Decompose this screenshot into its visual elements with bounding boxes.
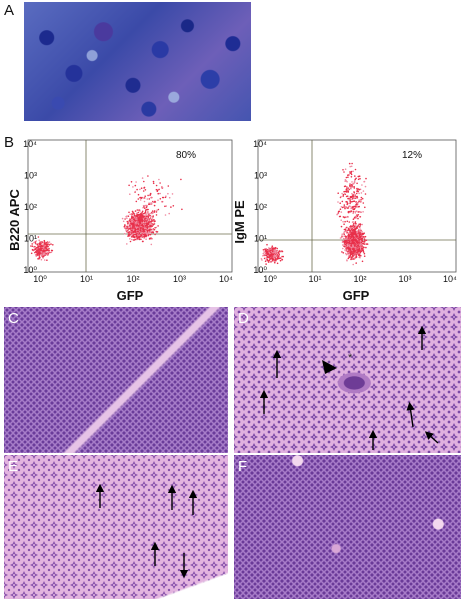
left-x-tick-label: 10² xyxy=(126,274,139,284)
left-y-tick-label: 10⁰ xyxy=(23,265,37,275)
panel-e-histology-image xyxy=(4,455,228,599)
panel-label-e: E xyxy=(8,458,19,475)
panel-b-right-dot-plot: IgM PE 10⁰ 10¹ 10² 10³ 10⁴ 10⁰ 10¹ 10² 10³ 10⁴ 1… xyxy=(232,139,457,303)
left-y-tick-label: 10³ xyxy=(24,171,37,181)
left-dot-cloud xyxy=(30,175,183,261)
left-y-tick-label: 10¹ xyxy=(24,234,37,244)
panel-f-histology-image xyxy=(234,455,461,599)
left-x-tick-label: 10⁴ xyxy=(219,274,233,284)
right-y-tick-label: 10⁰ xyxy=(253,265,267,275)
right-x-tick-label: 10³ xyxy=(398,274,411,284)
arrow-icon xyxy=(424,431,439,444)
right-plot-x-label: GFP xyxy=(343,288,370,303)
right-plot-percent: 12% xyxy=(402,150,422,161)
left-plot-x-label: GFP xyxy=(117,288,144,303)
right-y-tick-label: 10⁴ xyxy=(253,139,267,149)
right-y-tick-label: 10³ xyxy=(254,171,267,181)
left-x-tick-label: 10¹ xyxy=(80,274,93,284)
left-y-tick-label: 10² xyxy=(24,202,37,212)
panel-label-d: D xyxy=(238,310,249,327)
right-y-tick-label: 10² xyxy=(254,202,267,212)
left-x-tick-label: 10⁰ xyxy=(33,274,47,284)
panel-b-left-dot-plot: B220 APC 10⁰ 10¹ 10² 10³ 10⁴ 10⁰ 10¹ 10² 10³ 10⁴… xyxy=(7,139,233,303)
right-plot-y-label: IgM PE xyxy=(232,200,247,244)
right-y-tick-label: 10¹ xyxy=(254,234,267,244)
left-y-tick-label: 10⁴ xyxy=(23,139,37,149)
right-dot-cloud xyxy=(260,162,369,266)
right-x-tick-label: 10⁰ xyxy=(263,274,277,284)
right-x-tick-label: 10⁴ xyxy=(443,274,457,284)
panel-label-a: A xyxy=(4,2,15,19)
panel-a-blood-smear-image xyxy=(24,2,251,121)
right-x-tick-label: 10¹ xyxy=(308,274,321,284)
left-x-tick-label: 10³ xyxy=(173,274,186,284)
arrowhead-icon xyxy=(322,360,337,374)
left-plot-percent: 80% xyxy=(176,150,196,161)
panel-label-f: F xyxy=(238,458,248,475)
panel-label-b: B xyxy=(4,134,15,151)
arrow-icon xyxy=(406,401,415,428)
panel-d-asterisk: * xyxy=(348,352,353,364)
right-x-tick-label: 10² xyxy=(353,274,366,284)
panel-label-c: C xyxy=(8,310,19,327)
left-plot-y-label: B220 APC xyxy=(7,189,22,251)
panel-c-histology-image xyxy=(4,307,228,453)
